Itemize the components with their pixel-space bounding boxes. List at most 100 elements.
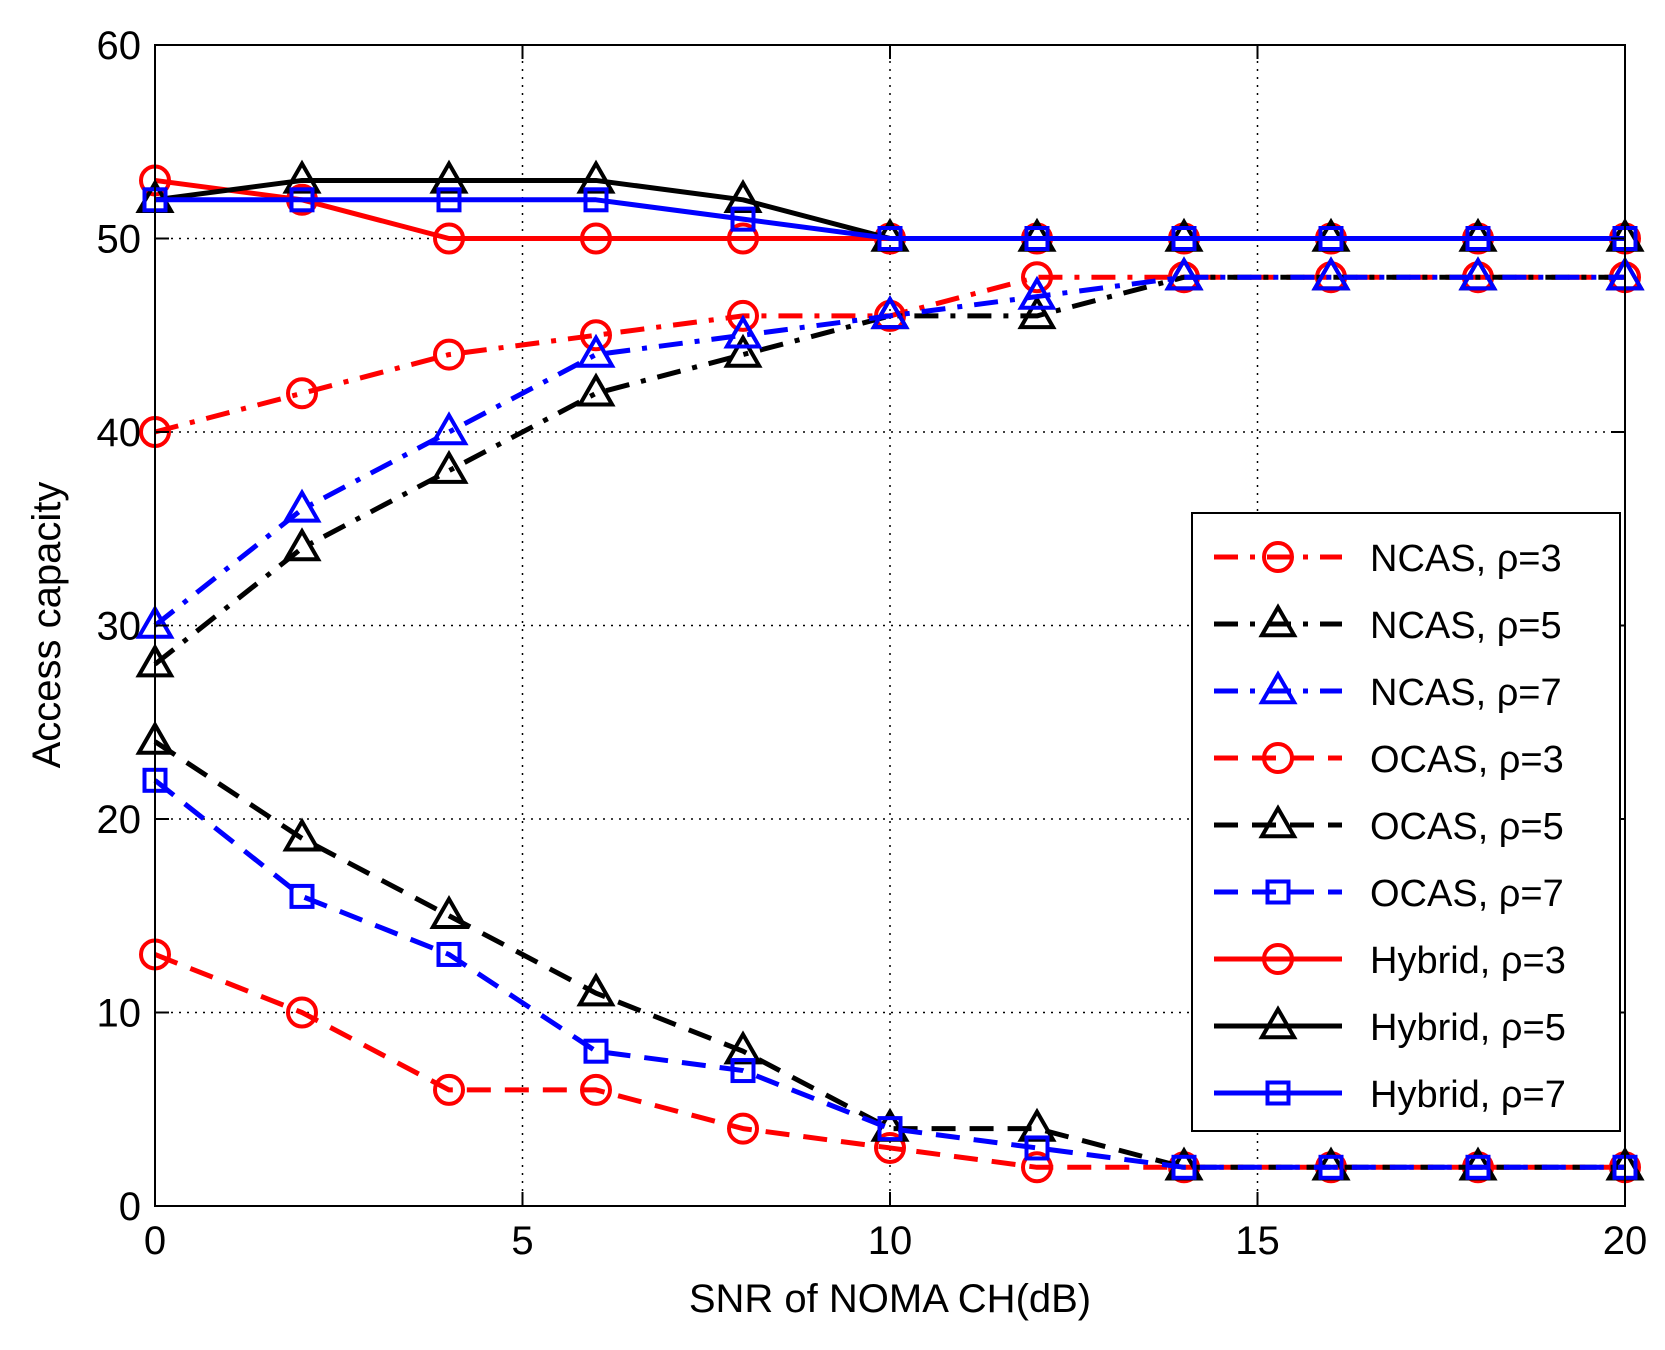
data-point (433, 338, 465, 371)
data-point (580, 319, 612, 352)
legend-entry: OCAS, ρ=7 (1214, 873, 1564, 915)
legend-entry: Hybrid, ρ=3 (1214, 940, 1566, 982)
legend-swatch-marker (1262, 742, 1294, 774)
data-point (429, 894, 469, 929)
data-point (730, 206, 756, 232)
tick-labels: 0 5 10 15 20 0 10 20 30 40 50 60 (97, 24, 1648, 1263)
data-point (723, 314, 763, 349)
data-point (429, 411, 469, 446)
data-point (1318, 226, 1344, 251)
legend-entry: NCAS, ρ=5 (1214, 603, 1562, 647)
data-point (1311, 256, 1351, 291)
data-point (1021, 1151, 1053, 1184)
data-point (429, 449, 469, 484)
legend-entry: Hybrid, ρ=7 (1214, 1074, 1566, 1116)
y-tick-label: 30 (97, 605, 142, 649)
data-point (877, 226, 903, 251)
data-point (289, 883, 315, 909)
series-line (154, 952, 1625, 1170)
legend-entry: NCAS, ρ=3 (1214, 538, 1562, 580)
legend-label: OCAS, ρ=7 (1370, 873, 1564, 915)
data-point (877, 1116, 903, 1142)
x-axis-label: SNR of NOMA CH(dB) (689, 1277, 1091, 1321)
legend-label: Hybrid, ρ=5 (1370, 1007, 1566, 1049)
legend-label: OCAS, ρ=5 (1370, 806, 1564, 848)
legend-swatch-marker (1258, 670, 1298, 705)
data-point (723, 333, 763, 368)
data-point (1465, 226, 1491, 251)
data-point (870, 295, 910, 330)
y-tick-label: 60 (97, 24, 142, 68)
data-point (576, 159, 616, 194)
data-point (1458, 256, 1498, 291)
data-point (1017, 275, 1057, 310)
data-point (1024, 1135, 1050, 1161)
data-point (1017, 295, 1057, 330)
data-point (580, 222, 612, 255)
data-point (1171, 1154, 1197, 1180)
y-tick-label: 20 (97, 798, 142, 842)
series-line (153, 739, 1625, 1170)
data-point (289, 187, 315, 213)
data-point (730, 1058, 756, 1084)
legend-entry: OCAS, ρ=3 (1214, 739, 1564, 781)
series-line (153, 274, 1625, 628)
x-tick-label: 0 (144, 1219, 166, 1263)
x-tick-label: 10 (868, 1219, 913, 1263)
data-point (727, 299, 759, 332)
data-point (1318, 1154, 1344, 1180)
data-point (723, 178, 763, 213)
data-point (429, 159, 469, 194)
data-point (433, 222, 465, 255)
legend-label: Hybrid, ρ=3 (1370, 940, 1566, 982)
data-point (723, 1030, 763, 1065)
x-tick-label: 20 (1603, 1219, 1648, 1263)
data-point (436, 941, 462, 967)
legend-swatch-marker (1258, 804, 1298, 839)
legend-entry: Hybrid, ρ=5 (1214, 1005, 1566, 1049)
legend-swatch-marker (1258, 603, 1298, 638)
data-point (727, 1112, 759, 1145)
data-point (576, 372, 616, 407)
y-tick-label: 40 (97, 411, 142, 455)
legend-entry: OCAS, ρ=5 (1214, 804, 1564, 848)
legend-swatch-marker (1265, 1080, 1291, 1106)
legend-swatch-marker (1262, 541, 1294, 573)
series-layer (135, 159, 1645, 1184)
legend-swatch-marker (1262, 943, 1294, 975)
data-point (576, 333, 616, 368)
data-point (583, 187, 609, 213)
legend-swatch-marker (1258, 1005, 1298, 1040)
legend-label: NCAS, ρ=7 (1370, 672, 1562, 714)
data-point (282, 817, 322, 852)
data-point (580, 1073, 612, 1106)
x-tick-label: 5 (511, 1219, 533, 1263)
series-9 (142, 187, 1638, 251)
data-point (874, 1131, 906, 1164)
legend: NCAS, ρ=3 NCAS, ρ=5 NCAS, ρ=7 OCAS, ρ=3 OCAS… (1191, 512, 1621, 1132)
legend-label: NCAS, ρ=3 (1370, 538, 1562, 580)
legend-label: NCAS, ρ=5 (1370, 605, 1562, 647)
x-tick-label: 15 (1235, 1219, 1280, 1263)
data-point (727, 222, 759, 255)
data-point (583, 1038, 609, 1064)
data-point (1021, 261, 1053, 294)
series-line (155, 197, 1625, 241)
legend-swatch-marker (1265, 879, 1291, 905)
data-point (576, 972, 616, 1007)
legend-entry: NCAS, ρ=7 (1214, 670, 1562, 714)
legend-label: OCAS, ρ=3 (1370, 739, 1564, 781)
legend-label: Hybrid, ρ=7 (1370, 1074, 1566, 1116)
data-point (1024, 226, 1050, 251)
data-point (1164, 256, 1204, 291)
data-point (282, 159, 322, 194)
y-tick-label: 50 (97, 218, 142, 262)
data-point (286, 996, 318, 1029)
data-point (1017, 1107, 1057, 1142)
data-point (1171, 226, 1197, 251)
data-point (282, 488, 322, 523)
y-tick-label: 0 (119, 1185, 141, 1229)
data-point (282, 527, 322, 562)
data-point (436, 187, 462, 213)
